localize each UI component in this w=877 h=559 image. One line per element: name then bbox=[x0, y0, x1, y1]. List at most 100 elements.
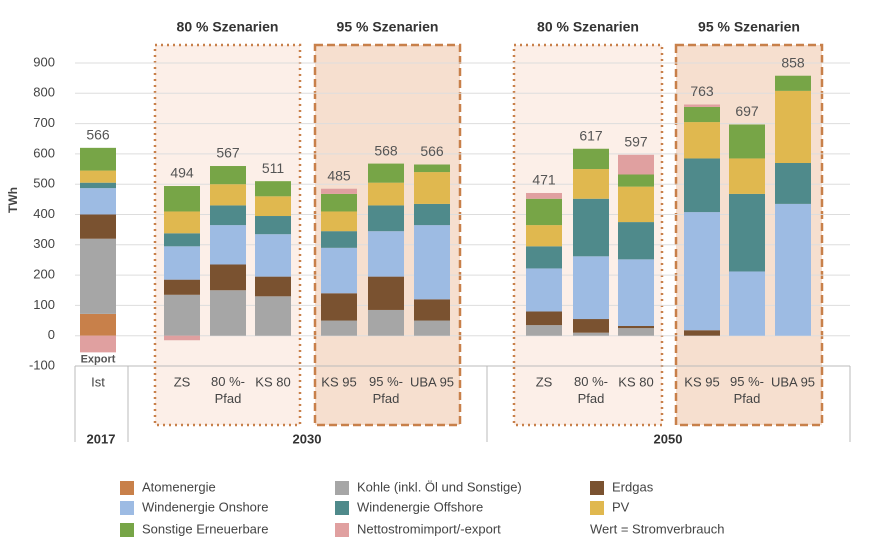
bar-segment bbox=[729, 271, 765, 336]
legend-swatch bbox=[335, 481, 349, 495]
x-tick-label-line: Pfad bbox=[373, 391, 400, 406]
bar-segment bbox=[321, 188, 357, 194]
bar-segment bbox=[164, 186, 200, 212]
bar-segment bbox=[684, 122, 720, 159]
y-tick-label: 600 bbox=[33, 145, 55, 160]
bar-segment bbox=[526, 325, 562, 336]
y-tick-label: 800 bbox=[33, 85, 55, 100]
bar-segment bbox=[210, 225, 246, 265]
bar-segment bbox=[80, 214, 116, 239]
bar-segment bbox=[210, 264, 246, 291]
x-tick-label: UBA 95 bbox=[771, 374, 815, 389]
legend-label: Windenergie Offshore bbox=[357, 499, 483, 514]
group-label: 2017 bbox=[87, 431, 116, 446]
x-tick-label-line: 95 %- bbox=[369, 374, 403, 389]
bar-segment bbox=[210, 184, 246, 206]
bar-segment bbox=[618, 186, 654, 223]
bar-segment bbox=[368, 163, 404, 183]
bar-segment bbox=[321, 293, 357, 321]
bar-segment bbox=[255, 181, 291, 197]
bar-segment bbox=[775, 90, 811, 163]
total-label: 568 bbox=[374, 142, 398, 158]
bar-segment bbox=[684, 158, 720, 213]
bar-segment bbox=[618, 174, 654, 187]
bar-segment bbox=[368, 182, 404, 206]
x-tick-label: 95 %- Pfad bbox=[730, 374, 764, 406]
bar-segment bbox=[255, 196, 291, 217]
x-tick-label: ZS bbox=[174, 374, 191, 389]
group-label: 2050 bbox=[654, 431, 683, 446]
bar-segment bbox=[368, 205, 404, 232]
bar-segment bbox=[414, 164, 450, 173]
bar-segment bbox=[684, 330, 720, 336]
total-label: 697 bbox=[735, 103, 759, 119]
bar-segment bbox=[684, 212, 720, 331]
bar-segment bbox=[618, 222, 654, 260]
bar-segment bbox=[164, 233, 200, 247]
bar-segment bbox=[729, 158, 765, 194]
bar-segment bbox=[573, 169, 609, 199]
bar-segment bbox=[729, 193, 765, 272]
bar-segment bbox=[80, 170, 116, 183]
bar-segment bbox=[368, 309, 404, 336]
x-tick-label-line: 80 %- bbox=[211, 374, 245, 389]
bar-segment bbox=[255, 296, 291, 336]
bar-segment bbox=[321, 193, 357, 212]
bar-segment bbox=[164, 211, 200, 234]
bar-segment bbox=[573, 148, 609, 170]
bar-segment bbox=[526, 311, 562, 326]
y-tick-label: 200 bbox=[33, 267, 55, 282]
bar-segment bbox=[414, 203, 450, 226]
bar-segment bbox=[775, 75, 811, 91]
bar-segment bbox=[618, 328, 654, 336]
x-tick-label: 95 %- Pfad bbox=[369, 374, 403, 406]
bar-segment bbox=[80, 313, 116, 336]
bar-segment bbox=[573, 319, 609, 333]
x-tick-label-line: Pfad bbox=[734, 391, 761, 406]
x-tick-label: KS 95 bbox=[321, 374, 356, 389]
legend-label: Sonstige Erneuerbare bbox=[142, 521, 268, 536]
bar-segment bbox=[164, 246, 200, 280]
bar-segment bbox=[414, 225, 450, 300]
legend-swatch bbox=[590, 501, 604, 515]
bar-segment bbox=[684, 104, 720, 107]
total-label: 567 bbox=[216, 145, 240, 161]
bar-segment bbox=[321, 247, 357, 294]
bar-segment bbox=[164, 335, 200, 341]
x-tick-label-line: Pfad bbox=[215, 391, 242, 406]
legend-swatch bbox=[335, 501, 349, 515]
bar-segment bbox=[775, 162, 811, 204]
bar-segment bbox=[618, 326, 654, 329]
total-label: 485 bbox=[327, 167, 351, 183]
bar-segment bbox=[618, 154, 654, 175]
total-label: 566 bbox=[86, 127, 110, 143]
bar-segment bbox=[526, 192, 562, 199]
y-tick-label: 700 bbox=[33, 115, 55, 130]
total-label: 858 bbox=[781, 54, 805, 70]
legend-note: Wert = Stromverbrauch bbox=[590, 521, 725, 536]
legend-label: Erdgas bbox=[612, 479, 654, 494]
total-label: 617 bbox=[579, 127, 603, 143]
bar-segment bbox=[368, 231, 404, 277]
bar-segment bbox=[573, 198, 609, 257]
bar-segment bbox=[210, 166, 246, 185]
legend-swatch bbox=[120, 481, 134, 495]
bar-segment bbox=[321, 211, 357, 232]
y-tick-label: 400 bbox=[33, 206, 55, 221]
scenario-label: 80 % Szenarien bbox=[177, 19, 279, 35]
total-label: 494 bbox=[170, 165, 194, 181]
scenario-label: 95 % Szenarien bbox=[337, 19, 439, 35]
y-tick-label: -100 bbox=[29, 357, 55, 372]
legend-swatch bbox=[590, 481, 604, 495]
bar-segment bbox=[618, 259, 654, 327]
bar-segment bbox=[573, 256, 609, 320]
bar-segment bbox=[321, 231, 357, 248]
bar-segment bbox=[414, 299, 450, 321]
bar-segment bbox=[414, 320, 450, 336]
bar-segment bbox=[80, 182, 116, 189]
y-axis-label: TWh bbox=[6, 187, 20, 213]
bar-segment bbox=[80, 147, 116, 171]
total-label: 471 bbox=[532, 172, 556, 188]
bar-segment bbox=[729, 124, 765, 159]
